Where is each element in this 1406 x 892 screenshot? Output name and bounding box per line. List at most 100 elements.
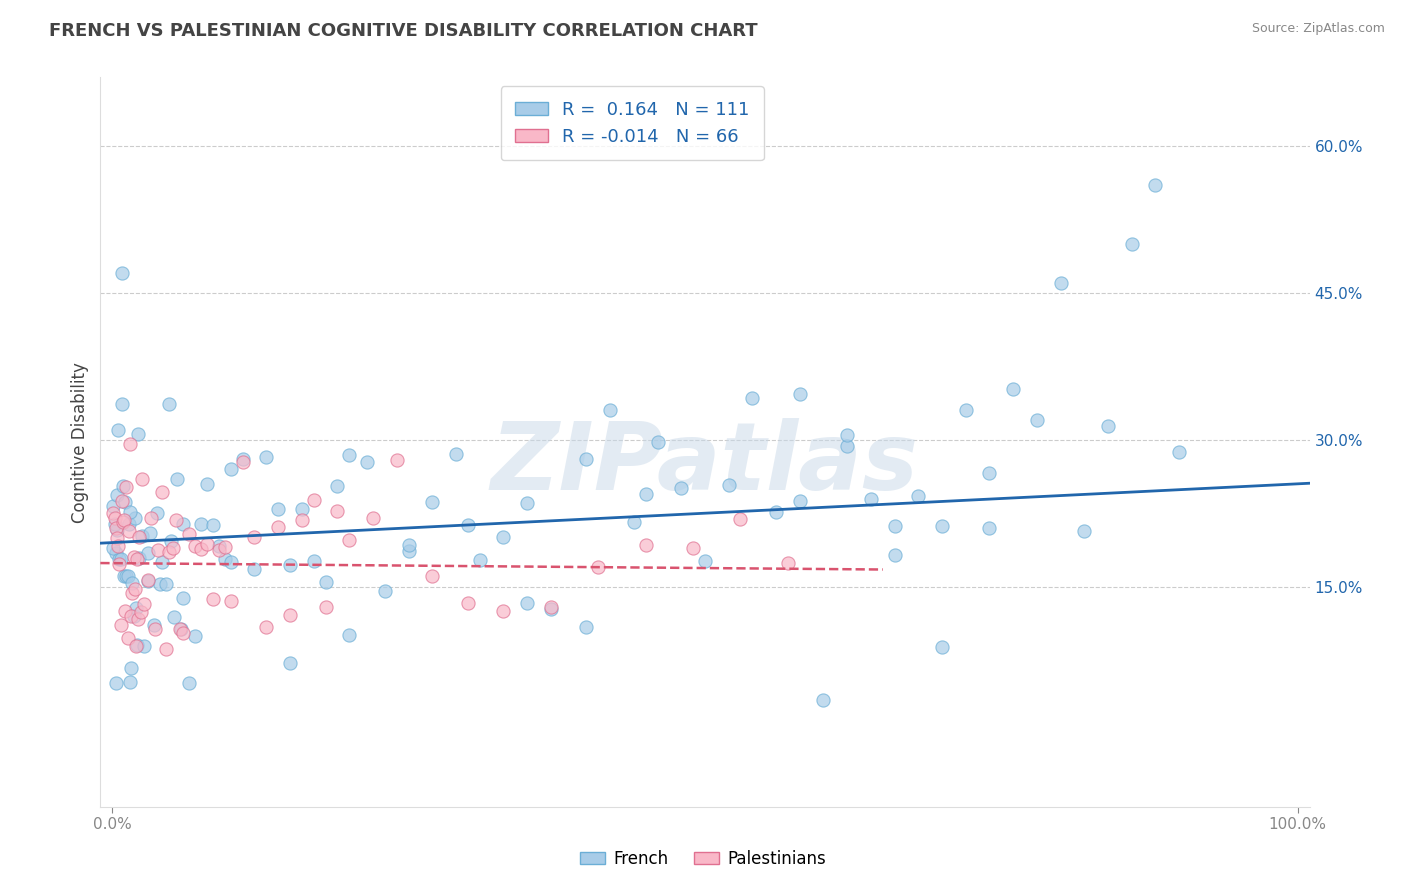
- Point: [730, 511, 752, 525]
- Point: [184, 629, 207, 643]
- Point: [139, 525, 162, 540]
- Point: [118, 437, 141, 451]
- Point: [134, 639, 156, 653]
- Point: [208, 542, 231, 557]
- Point: [110, 618, 132, 632]
- Point: [110, 552, 132, 566]
- Point: [315, 599, 337, 614]
- Point: [693, 553, 716, 567]
- Point: [219, 462, 242, 476]
- Point: [243, 530, 266, 544]
- Point: [444, 447, 467, 461]
- Point: [278, 607, 301, 622]
- Point: [765, 505, 787, 519]
- Point: [157, 397, 180, 411]
- Point: [208, 539, 231, 553]
- Point: [103, 506, 125, 520]
- Point: [108, 552, 131, 566]
- Point: [516, 596, 538, 610]
- Point: [837, 428, 859, 442]
- Point: [599, 403, 621, 417]
- Point: [136, 574, 159, 588]
- Point: [118, 505, 141, 519]
- Point: [254, 619, 277, 633]
- Point: [232, 455, 254, 469]
- Point: [146, 506, 169, 520]
- Point: [302, 493, 325, 508]
- Point: [789, 386, 811, 401]
- Point: [789, 494, 811, 508]
- Point: [540, 599, 562, 614]
- Point: [955, 403, 977, 417]
- Text: Source: ZipAtlas.com: Source: ZipAtlas.com: [1251, 22, 1385, 36]
- Point: [219, 594, 242, 608]
- Point: [157, 545, 180, 559]
- Point: [143, 622, 166, 636]
- Point: [118, 675, 141, 690]
- Point: [163, 610, 186, 624]
- Point: [457, 596, 479, 610]
- Point: [267, 520, 290, 534]
- Point: [1168, 445, 1191, 459]
- Point: [398, 538, 420, 552]
- Point: [118, 516, 141, 531]
- Point: [162, 541, 184, 556]
- Point: [468, 552, 491, 566]
- Point: [201, 591, 224, 606]
- Point: [111, 266, 134, 280]
- Point: [634, 487, 657, 501]
- Point: [420, 495, 443, 509]
- Point: [337, 448, 360, 462]
- Point: [907, 489, 929, 503]
- Point: [104, 545, 127, 559]
- Point: [170, 622, 193, 636]
- Point: [291, 502, 314, 516]
- Point: [172, 626, 194, 640]
- Point: [124, 582, 146, 597]
- Point: [166, 472, 188, 486]
- Point: [586, 560, 609, 574]
- Point: [398, 543, 420, 558]
- Point: [315, 574, 337, 589]
- Point: [516, 496, 538, 510]
- Point: [117, 569, 139, 583]
- Point: [492, 604, 515, 618]
- Point: [118, 524, 141, 538]
- Point: [150, 484, 173, 499]
- Point: [104, 676, 127, 690]
- Point: [979, 466, 1001, 480]
- Point: [278, 558, 301, 572]
- Point: [127, 551, 149, 566]
- Point: [195, 536, 218, 550]
- Point: [111, 396, 134, 410]
- Point: [931, 640, 953, 655]
- Point: [195, 476, 218, 491]
- Point: [128, 530, 150, 544]
- Point: [337, 628, 360, 642]
- Point: [326, 479, 349, 493]
- Point: [1049, 276, 1071, 290]
- Point: [575, 619, 598, 633]
- Point: [361, 511, 384, 525]
- Point: [492, 530, 515, 544]
- Point: [160, 533, 183, 548]
- Point: [337, 533, 360, 548]
- Point: [155, 641, 177, 656]
- Point: [717, 478, 740, 492]
- Point: [111, 515, 134, 529]
- Point: [457, 517, 479, 532]
- Point: [356, 454, 378, 468]
- Point: [540, 601, 562, 615]
- Point: [682, 541, 704, 556]
- Point: [125, 601, 148, 615]
- Point: [190, 516, 212, 531]
- Point: [127, 426, 149, 441]
- Point: [172, 516, 194, 531]
- Point: [103, 516, 125, 531]
- Point: [374, 583, 396, 598]
- Point: [326, 503, 349, 517]
- Point: [859, 491, 882, 506]
- Y-axis label: Cognitive Disability: Cognitive Disability: [72, 362, 89, 523]
- Point: [243, 562, 266, 576]
- Point: [131, 472, 153, 486]
